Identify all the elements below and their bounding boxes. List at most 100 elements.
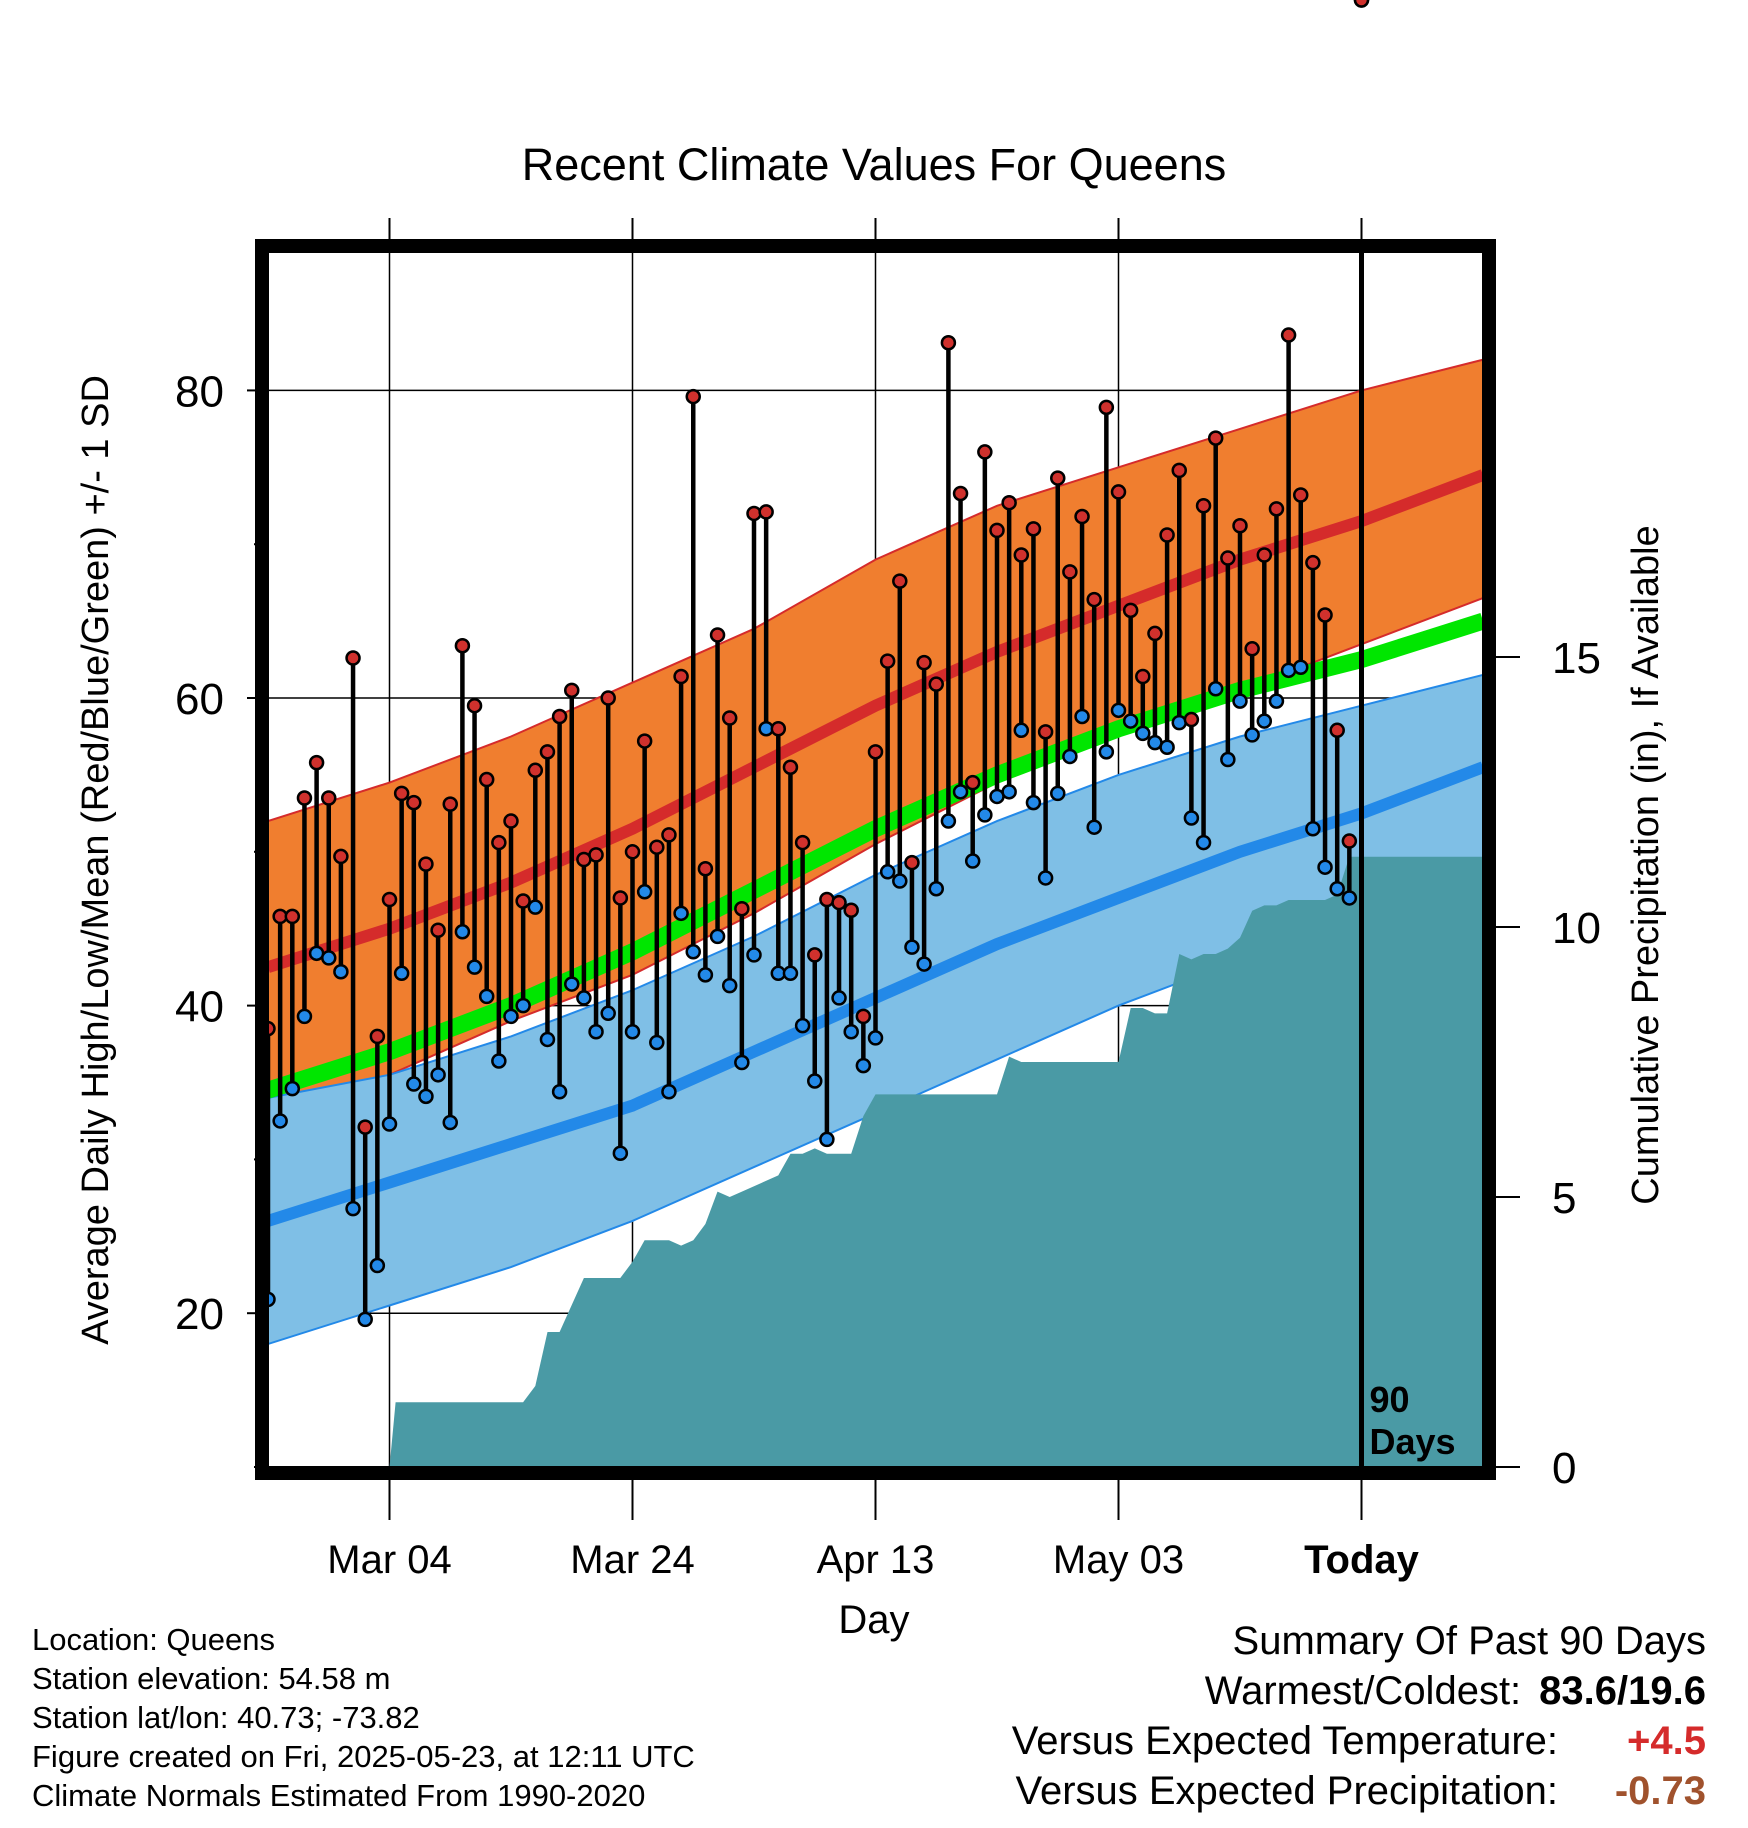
daily-low-point (964, 853, 981, 869)
daily-high-point (406, 794, 422, 811)
daily-high-point (1098, 399, 1115, 416)
daily-high-point (1147, 625, 1163, 642)
x-tick-label: Mar 04 (327, 1538, 452, 1582)
daily-low-point (333, 964, 349, 980)
daily-low-point (503, 1008, 519, 1025)
daily-high-point (1025, 521, 1042, 537)
daily-high-point (564, 682, 580, 699)
y-tick-label: 20 (175, 1290, 224, 1339)
daily-high-point (746, 505, 762, 522)
daily-high-point (673, 668, 689, 685)
y2-tick-label: 5 (1552, 1174, 1576, 1223)
daily-high-point (1293, 487, 1309, 503)
daily-high-point (855, 1008, 872, 1025)
precip-area (268, 856, 1483, 1467)
daily-high-point (527, 762, 544, 779)
daily-high-point (1207, 430, 1224, 446)
daily-high-point (333, 848, 349, 865)
daily-high-point (636, 733, 653, 749)
daily-high-point (758, 504, 774, 520)
daily-high-point (1062, 564, 1078, 580)
latlon-text: Station lat/lon: 40.73; -73.82 (32, 1700, 420, 1735)
daily-high-point (369, 1028, 386, 1045)
daily-low-point (673, 905, 689, 922)
daily-low-point (491, 1053, 507, 1069)
daily-high-point (952, 485, 969, 502)
normals-text: Climate Normals Estimated From 1990-2020 (32, 1778, 646, 1813)
daily-high-point (491, 834, 507, 851)
daily-high-point (430, 922, 446, 938)
daily-low-point (369, 1257, 386, 1274)
daily-high-point (1050, 470, 1066, 486)
daily-low-point (527, 899, 544, 915)
x-tick-label: Today (1304, 1538, 1420, 1582)
daily-high-point (794, 834, 811, 851)
daily-low-point (746, 947, 762, 963)
daily-high-point (478, 771, 495, 788)
daily-high-point (879, 653, 896, 669)
y-tick-label: 40 (175, 983, 224, 1032)
temp-anomaly-row: Versus Expected Temperature: +4.5 (1012, 1716, 1706, 1766)
daily-low-point (867, 1030, 884, 1046)
summary-panel: Summary Of Past 90 Days Warmest/Coldest:… (1012, 1616, 1706, 1816)
daily-high-point (1086, 591, 1102, 608)
daily-high-point (867, 744, 884, 760)
x-tick-label: May 03 (1053, 1538, 1184, 1582)
daily-high-point (843, 902, 859, 919)
daily-high-point (928, 676, 944, 692)
y2-axis-label: Cumulative Precipitation (in), If Availa… (1625, 525, 1667, 1204)
daily-low-point (624, 1024, 641, 1040)
daily-high-point (624, 844, 641, 860)
daily-high-point (697, 860, 714, 877)
daily-high-point (588, 847, 604, 863)
daily-high-point (1135, 668, 1151, 685)
daily-high-point (916, 654, 932, 671)
mean-high-line (268, 469, 1483, 973)
daily-low-point (576, 990, 592, 1006)
daily-low-point (612, 1145, 629, 1162)
daily-low-point (284, 1080, 301, 1097)
daily-high-point (539, 744, 556, 760)
daily-low-point (515, 997, 531, 1014)
daily-high-point (709, 627, 726, 643)
daily-high-point (442, 796, 458, 812)
daily-low-point (649, 1034, 665, 1051)
daily-low-point (321, 950, 337, 966)
daily-low-point (381, 1116, 398, 1132)
daily-high-point (1037, 724, 1054, 740)
daily-low-point (1232, 693, 1248, 709)
daily-low-point (1001, 784, 1017, 800)
daily-high-point (770, 721, 787, 737)
daily-low-point (661, 1083, 677, 1100)
daily-low-point (1268, 693, 1285, 709)
daily-high-point (964, 774, 981, 791)
daily-low-point (454, 924, 471, 940)
y-tick-label: 60 (175, 675, 224, 724)
daily-high-point (284, 908, 301, 925)
daily-low-point (916, 956, 932, 972)
daily-low-point (1329, 880, 1345, 897)
daily-low-point (1074, 708, 1090, 725)
daily-high-point (1110, 484, 1127, 500)
daily-low-point (636, 884, 653, 900)
daily-low-point (794, 1017, 811, 1034)
daily-low-point (709, 928, 726, 945)
daily-low-point (296, 1008, 313, 1025)
daily-high-point (989, 522, 1005, 539)
daily-high-point (1317, 607, 1333, 623)
daily-high-point (1244, 641, 1260, 657)
daily-low-point (1317, 859, 1333, 875)
daily-high-point (357, 1119, 373, 1135)
daily-high-point (1074, 508, 1090, 525)
daily-high-point (345, 650, 361, 666)
daily-low-point (1341, 890, 1358, 906)
daily-high-point (1305, 554, 1321, 571)
daily-low-point (357, 1311, 373, 1328)
daily-high-point (661, 827, 677, 843)
daily-high-point (1280, 327, 1297, 343)
precip-anomaly-row: Versus Expected Precipitation: -0.73 (1012, 1766, 1706, 1816)
elevation-text: Station elevation: 54.58 m (32, 1661, 391, 1696)
today-days-number: 90 (1370, 1379, 1410, 1420)
daily-high-point (904, 854, 920, 871)
